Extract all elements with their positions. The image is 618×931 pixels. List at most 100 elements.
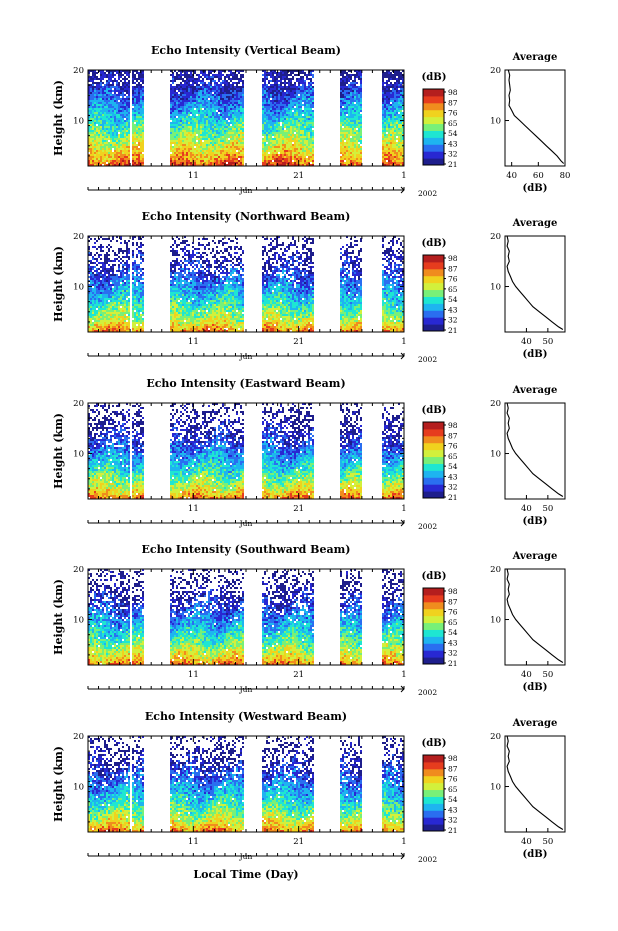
colorbar-unit: (dB) (422, 571, 447, 582)
colorbar-swatch (423, 317, 444, 325)
colorbar-swatch (423, 456, 444, 464)
colorbar-swatch (423, 310, 444, 318)
colorbar-swatch (423, 615, 444, 624)
colorbar-swatch (423, 817, 444, 825)
colorbar-swatch (423, 89, 444, 97)
average-x-label: (dB) (523, 349, 548, 360)
x-tick-label: 1 (401, 837, 406, 847)
average-x-tick-label: 40 (521, 504, 532, 514)
panel-5: Echo Intensity (Westward Beam) Height (km… (52, 710, 566, 864)
colorbar-swatch (423, 289, 444, 297)
colorbar-tick-label: 76 (448, 275, 458, 284)
colorbar-tick-label: 32 (448, 316, 458, 325)
colorbar-swatch (423, 324, 444, 332)
colorbar-swatch (423, 636, 444, 644)
x-tick-label: 11 (188, 171, 199, 181)
y-tick-label: 10 (73, 283, 84, 293)
colorbar-swatch (423, 275, 444, 284)
colorbar-swatch (423, 824, 444, 832)
x-tick-label: 21 (293, 171, 304, 181)
colorbar-swatch (423, 422, 444, 430)
y-axis-label: Height (km) (52, 246, 65, 322)
colorbar-swatch (423, 643, 444, 651)
panel-title: Echo Intensity (Eastward Beam) (146, 377, 345, 390)
average-panel: Average 10 20 40 50 (dB) (490, 385, 566, 527)
colorbar-tick-label: 65 (448, 285, 458, 294)
colorbar-swatch (423, 650, 444, 658)
heatmap (88, 236, 404, 332)
x-tick-label: 21 (293, 837, 304, 847)
colorbar-unit: (dB) (422, 405, 447, 416)
colorbar-tick-label: 76 (448, 775, 458, 784)
average-x-tick-label: 40 (521, 670, 532, 680)
y-axis-label: Height (km) (52, 579, 65, 655)
year-label: 2002 (418, 855, 437, 864)
colorbar-tick-label: 32 (448, 150, 458, 159)
average-frame (504, 402, 566, 500)
average-profile-line (506, 402, 564, 497)
x-tick-label: 21 (293, 337, 304, 347)
bottom-x-axis-label: Local Time (Day) (193, 868, 298, 881)
colorbar-tick-label: 87 (448, 264, 458, 273)
average-y-tick-label: 10 (490, 117, 501, 127)
colorbar-swatch (423, 435, 444, 444)
colorbar-swatch (423, 268, 444, 277)
colorbar-swatch (423, 95, 444, 104)
average-y-tick-label: 20 (490, 732, 501, 742)
panel-1: Echo Intensity (Vertical Beam) Height (km… (52, 44, 570, 198)
colorbar-unit: (dB) (422, 238, 447, 249)
colorbar-swatch (423, 137, 444, 145)
average-panel: Average 10 20 40 50 (dB) (490, 718, 566, 860)
colorbar-swatch (423, 782, 444, 791)
colorbar-swatch (423, 296, 444, 304)
x-tick-label: 1 (401, 337, 406, 347)
colorbar-frame (422, 88, 445, 166)
colorbar-swatch (423, 255, 444, 263)
colorbar-tick-label: 54 (448, 295, 458, 304)
average-frame (504, 568, 566, 666)
average-y-tick-label: 10 (490, 450, 501, 460)
colorbar-tick-label: 21 (448, 826, 458, 835)
colorbar-tick-label: 21 (448, 493, 458, 502)
y-tick-label: 20 (73, 66, 84, 76)
year-label: 2002 (418, 522, 437, 531)
x-tick-label: 11 (188, 504, 199, 514)
average-frame (504, 735, 566, 833)
colorbar-tick-label: 76 (448, 608, 458, 617)
colorbar-tick-label: 43 (448, 305, 458, 314)
colorbar-tick-label: 54 (448, 462, 458, 471)
panel-title: Echo Intensity (Northward Beam) (142, 210, 351, 223)
colorbar-tick-label: 98 (448, 587, 458, 596)
average-profile-line (507, 69, 565, 164)
month-label: Jun (239, 186, 253, 195)
date-axis-arrow (400, 352, 405, 360)
colorbar-swatch (423, 109, 444, 118)
colorbar-swatch (423, 803, 444, 811)
panel-4: Echo Intensity (Southward Beam) Height (k… (52, 543, 566, 697)
average-x-label: (dB) (523, 849, 548, 860)
month-label: Jun (239, 685, 253, 694)
colorbar-swatch (423, 622, 444, 630)
average-x-tick-label: 50 (542, 504, 553, 514)
x-tick-label: 1 (401, 171, 406, 181)
heatmap (88, 569, 404, 665)
year-label: 2002 (418, 688, 437, 697)
colorbar-swatch (423, 123, 444, 131)
heatmap (88, 403, 404, 499)
average-profile-line (506, 568, 564, 663)
colorbar-swatch (423, 151, 444, 159)
colorbar-tick-label: 65 (448, 785, 458, 794)
heatmap (88, 736, 404, 832)
average-x-tick-label: 40 (521, 837, 532, 847)
colorbar-swatch (423, 477, 444, 485)
colorbar-swatch (423, 491, 444, 499)
colorbar-swatch (423, 594, 444, 603)
colorbar-tick-label: 32 (448, 649, 458, 658)
average-x-tick-label: 50 (542, 337, 553, 347)
colorbar-tick-label: 43 (448, 638, 458, 647)
colorbar-tick-label: 21 (448, 326, 458, 335)
average-title: Average (512, 385, 558, 396)
average-title: Average (512, 718, 558, 729)
average-y-tick-label: 10 (490, 783, 501, 793)
x-tick-label: 11 (188, 670, 199, 680)
